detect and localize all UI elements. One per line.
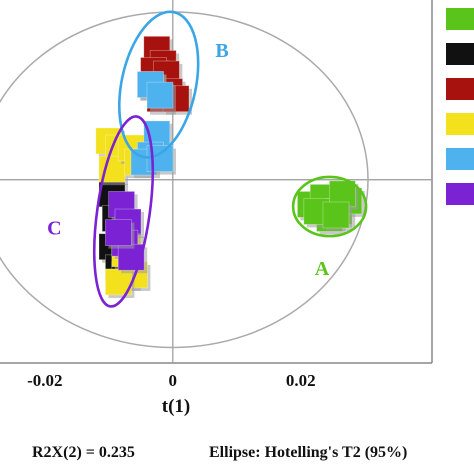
group-ellipse [291, 175, 368, 238]
score-point [117, 243, 145, 271]
x-tick-label: 0.02 [286, 371, 316, 390]
legend-swatch [446, 78, 474, 100]
x-tick-label: -0.02 [27, 371, 62, 390]
x-tick-labels: -0.02 0 0.02 [27, 371, 316, 390]
r2x-footer: R2X(2) = 0.235 [32, 444, 135, 461]
ellipse-footer: Ellipse: Hotelling's T2 (95%) [209, 444, 407, 461]
x-tick-label: 0 [169, 371, 178, 390]
x-axis-label: t(1) [162, 396, 190, 417]
legend-swatch [446, 183, 474, 205]
group-label: A [315, 258, 330, 280]
legend-swatch [446, 8, 474, 30]
score-point [105, 219, 132, 247]
legend-swatch [446, 113, 474, 135]
group-ellipse [117, 10, 200, 159]
group-label: B [215, 40, 228, 62]
legend-swatch [446, 148, 474, 170]
axes [0, 0, 433, 364]
legend [446, 8, 474, 205]
score-point [322, 201, 350, 229]
group-ellipses: A B C [47, 10, 368, 308]
group-label: C [47, 218, 61, 240]
score-point [146, 81, 174, 109]
group-ellipse [93, 115, 155, 308]
legend-swatch [446, 43, 474, 65]
